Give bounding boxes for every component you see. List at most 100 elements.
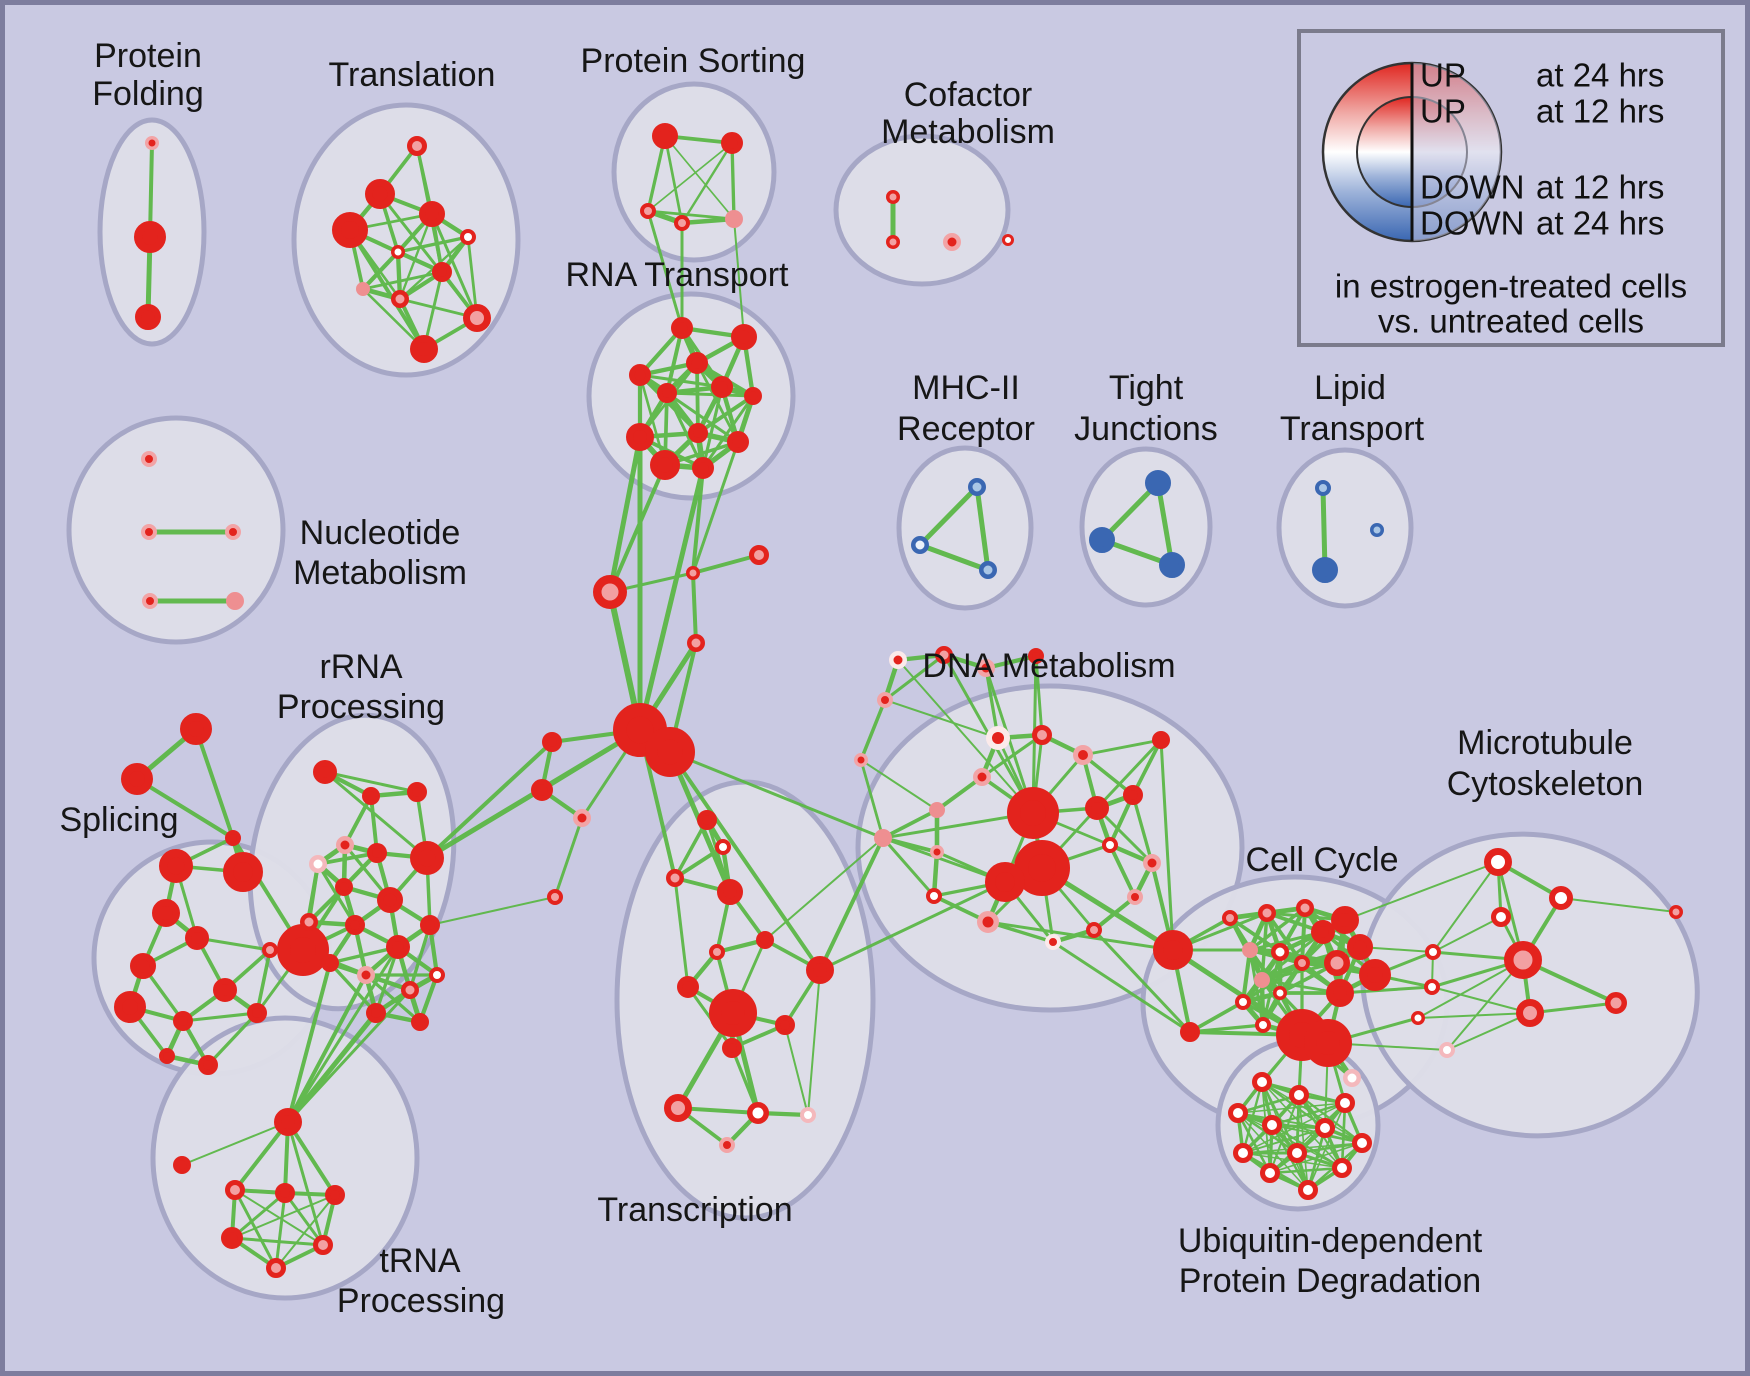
cluster-label-cofactor: Cofactor xyxy=(904,76,1033,114)
interaction-edge xyxy=(1320,485,1328,573)
gene-node xyxy=(727,431,749,453)
gene-node xyxy=(309,855,327,873)
interaction-edge xyxy=(646,209,684,330)
cluster-label-protein_sorting: Protein Sorting xyxy=(581,42,806,80)
gene-node xyxy=(1315,1118,1335,1138)
cluster-label-cofactor: Metabolism xyxy=(881,113,1055,151)
gene-node xyxy=(1085,796,1109,820)
interaction-edge xyxy=(986,920,1175,952)
legend-direction-label: DOWN xyxy=(1420,169,1524,206)
gene-node xyxy=(719,1137,735,1153)
gene-node xyxy=(1424,979,1440,995)
gene-node xyxy=(1324,950,1350,976)
interaction-edge xyxy=(1270,1123,1344,1170)
gene-node xyxy=(335,878,353,896)
interaction-edge xyxy=(195,936,272,952)
gene-node xyxy=(626,423,654,451)
interaction-edge xyxy=(1051,940,1192,1034)
interaction-edge xyxy=(286,973,368,1124)
gene-node xyxy=(968,478,986,496)
interaction-edge xyxy=(1432,861,1499,953)
cluster-ellipse-cofactor xyxy=(833,133,1011,287)
interaction-edge xyxy=(784,1024,809,1116)
interaction-edge xyxy=(680,141,734,225)
interaction-edge xyxy=(1446,959,1524,1051)
interaction-edge xyxy=(328,961,378,1015)
gene-node xyxy=(943,233,961,251)
gene-node xyxy=(593,575,627,609)
gene-node xyxy=(1491,907,1511,927)
gene-node xyxy=(749,545,769,565)
gene-node xyxy=(336,836,354,854)
cluster-label-lipid: Transport xyxy=(1280,410,1425,448)
gene-node xyxy=(420,915,440,935)
gene-node xyxy=(666,869,684,887)
gene-node xyxy=(1287,1143,1307,1163)
interaction-edge xyxy=(348,228,426,351)
gene-node xyxy=(1343,1069,1361,1087)
interaction-edge xyxy=(668,750,885,840)
interaction-edge xyxy=(1241,961,1304,1004)
gene-node xyxy=(410,335,438,363)
interaction-edge xyxy=(255,948,272,1015)
gene-node xyxy=(926,888,942,904)
gene-node xyxy=(410,841,444,875)
gene-node xyxy=(366,1003,386,1023)
gene-node xyxy=(1298,1180,1318,1200)
gene-node xyxy=(677,976,699,998)
gene-node xyxy=(135,304,161,330)
interaction-edge xyxy=(1092,928,1192,1034)
gene-node xyxy=(1235,994,1251,1010)
interaction-edge xyxy=(286,961,332,1124)
gene-node xyxy=(225,524,241,540)
interaction-edge xyxy=(425,740,554,860)
gene-node xyxy=(1255,1017,1271,1033)
gene-node xyxy=(407,782,427,802)
gene-node xyxy=(1294,955,1310,971)
cluster-label-tight: Tight xyxy=(1109,369,1184,407)
legend-fade-half xyxy=(1412,63,1501,241)
gene-node xyxy=(407,136,427,156)
interaction-edge xyxy=(663,134,684,225)
gene-node xyxy=(977,911,999,933)
interaction-edge xyxy=(408,923,432,992)
gene-node xyxy=(152,899,180,927)
gene-node xyxy=(225,1180,245,1200)
gene-node xyxy=(911,536,929,554)
gene-node xyxy=(419,201,445,227)
gene-node xyxy=(1073,745,1093,765)
cluster-label-protein_folding: Folding xyxy=(92,75,204,113)
cluster-label-tight: Junctions xyxy=(1074,410,1218,448)
gene-node xyxy=(709,944,725,960)
cluster-label-rrna: Processing xyxy=(277,688,445,726)
gene-node xyxy=(547,889,563,905)
interaction-edge xyxy=(233,1188,278,1270)
gene-node xyxy=(697,810,717,830)
gene-node xyxy=(1014,840,1070,896)
gene-node xyxy=(886,235,900,249)
interaction-edge xyxy=(1248,930,1325,952)
gene-node xyxy=(1228,1103,1248,1123)
interaction-edge xyxy=(733,218,745,338)
gene-node xyxy=(692,457,714,479)
interaction-edge xyxy=(234,1189,324,1246)
interaction-edge xyxy=(1417,959,1524,1019)
gene-node xyxy=(198,1055,218,1075)
gene-node xyxy=(686,352,708,374)
interaction-edge xyxy=(194,727,235,840)
gene-node xyxy=(1007,787,1059,839)
gene-node xyxy=(142,593,158,609)
interaction-edge xyxy=(917,484,980,548)
gene-node xyxy=(1153,930,1193,970)
interaction-edge xyxy=(230,1236,325,1247)
interaction-edge xyxy=(859,698,887,762)
gene-node xyxy=(886,190,900,204)
interaction-edge xyxy=(917,542,991,573)
gene-node xyxy=(1145,470,1171,496)
cluster-label-splicing: Splicing xyxy=(59,801,178,839)
gene-node xyxy=(1289,1085,1309,1105)
gene-node xyxy=(345,915,365,935)
gene-node xyxy=(1352,1133,1372,1153)
